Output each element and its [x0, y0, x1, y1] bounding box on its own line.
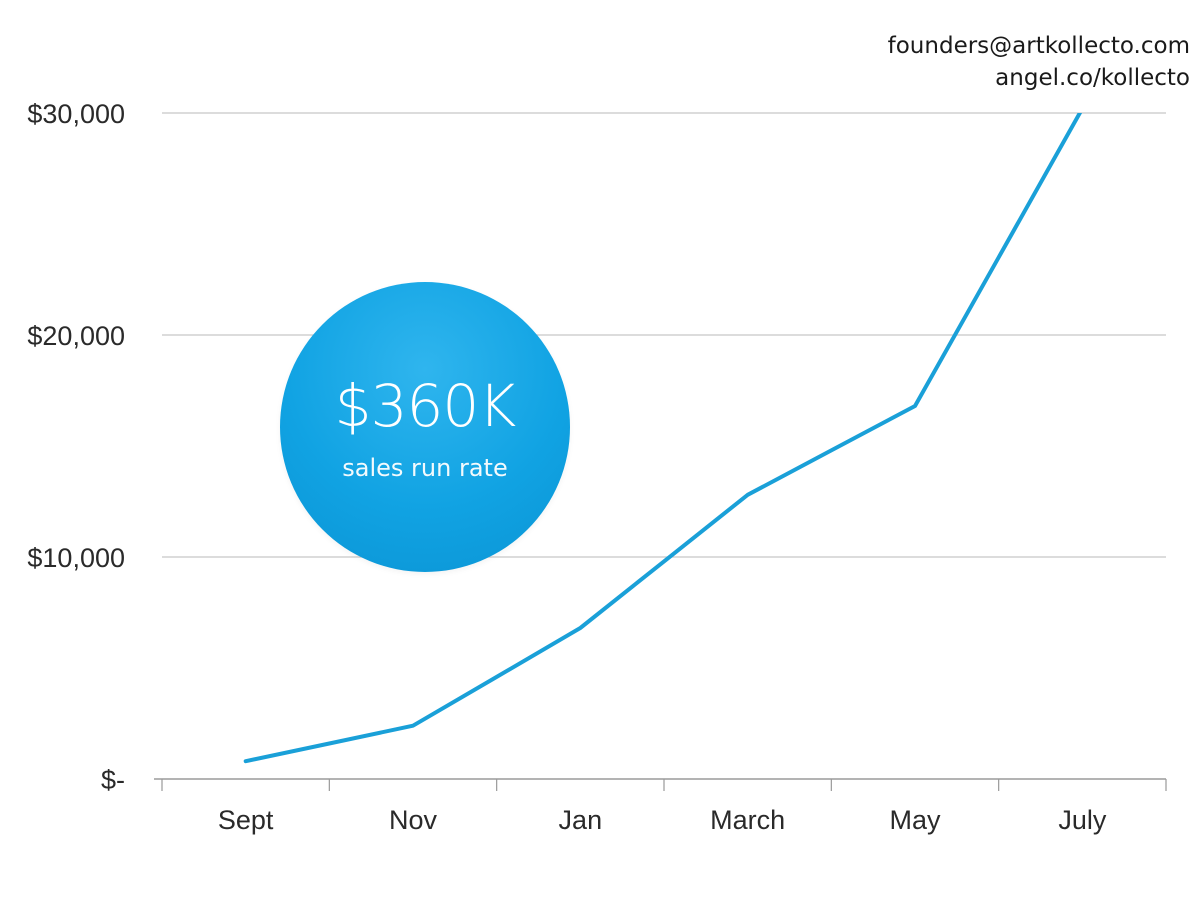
x-axis-ticks: Sept Nov Jan March May July — [218, 805, 1107, 835]
series-line — [243, 113, 1083, 764]
x-tick-label: March — [710, 805, 785, 835]
contact-angel-link: angel.co/kollecto — [995, 65, 1190, 91]
run-rate-badge: $360K sales run rate — [280, 282, 570, 572]
contact-info: founders@artkollecto.com angel.co/kollec… — [888, 30, 1190, 94]
x-tick-label: Sept — [218, 805, 274, 835]
series — [243, 107, 1084, 764]
x-tick-label: Jan — [559, 805, 603, 835]
x-axis — [154, 778, 1167, 791]
y-tick-label: $30,000 — [27, 99, 125, 129]
run-rate-value: $360K — [334, 372, 517, 440]
y-axis-ticks: $- $10,000 $20,000 $30,000 — [27, 99, 125, 795]
data-point — [1080, 107, 1084, 111]
y-tick-label: $20,000 — [27, 321, 125, 351]
y-tick-label: $10,000 — [27, 543, 125, 573]
y-tick-label: $- — [101, 765, 125, 795]
contact-email: founders@artkollecto.com — [887, 33, 1190, 59]
x-tick-label: May — [889, 805, 941, 835]
x-tick-label: July — [1058, 805, 1107, 835]
x-tick-label: Nov — [389, 805, 438, 835]
run-rate-caption: sales run rate — [342, 454, 508, 482]
